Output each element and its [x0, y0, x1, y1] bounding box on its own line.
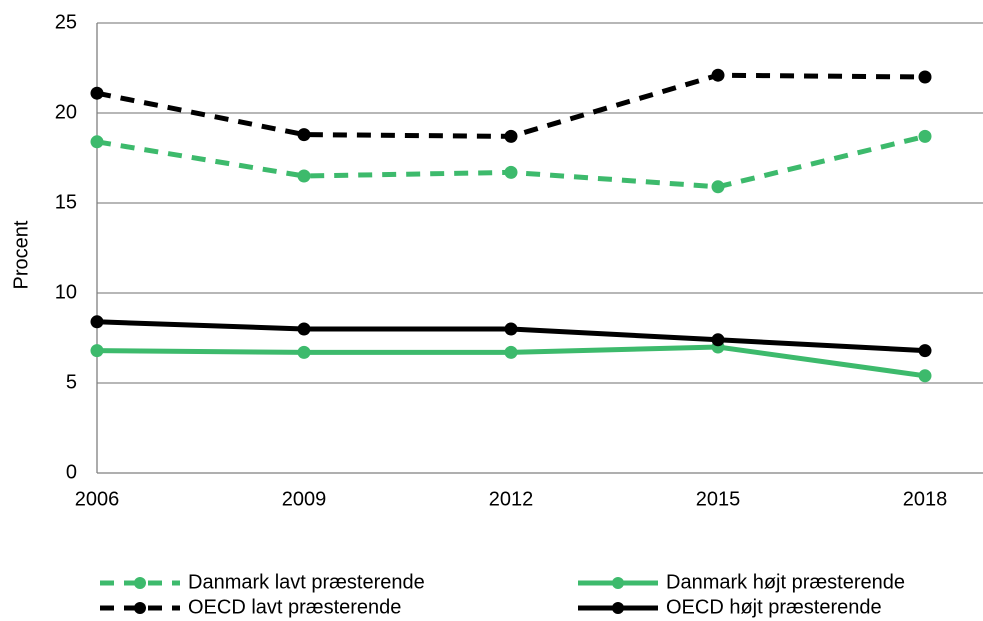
point — [504, 165, 518, 179]
point — [918, 129, 932, 143]
legend-label: OECD højt præsterende — [666, 596, 882, 618]
series-line — [96, 133, 926, 190]
point — [90, 344, 104, 358]
y-tick-label: 20 — [55, 101, 77, 123]
point — [90, 315, 104, 329]
x-tick-label: 2012 — [489, 488, 534, 510]
point — [711, 180, 725, 194]
x-tick-label: 2015 — [696, 488, 741, 510]
legend-marker — [612, 577, 624, 589]
point — [918, 70, 932, 84]
series-line — [96, 72, 926, 139]
y-axis-label: Procent — [10, 220, 32, 289]
point — [297, 128, 311, 142]
point — [297, 169, 311, 183]
point — [504, 322, 518, 336]
point — [504, 129, 518, 143]
x-tick-label: 2018 — [903, 488, 948, 510]
y-tick-label: 5 — [66, 371, 77, 393]
point — [918, 344, 932, 358]
y-tick-label: 0 — [66, 461, 77, 483]
y-tick-label: 25 — [55, 11, 77, 33]
point — [504, 345, 518, 359]
point — [918, 369, 932, 383]
y-tick-label: 10 — [55, 281, 77, 303]
point — [297, 322, 311, 336]
legend-marker — [134, 602, 146, 614]
x-tick-label: 2009 — [282, 488, 327, 510]
point — [297, 345, 311, 359]
y-tick-label: 15 — [55, 191, 77, 213]
legend-label: Danmark lavt præsterende — [188, 571, 425, 593]
x-tick-label: 2006 — [75, 488, 120, 510]
point — [711, 333, 725, 347]
legend-label: Danmark højt præsterende — [666, 571, 905, 593]
legend-label: OECD lavt præsterende — [188, 596, 401, 618]
point — [711, 68, 725, 82]
legend-marker — [612, 602, 624, 614]
point — [90, 86, 104, 100]
legend-marker — [134, 577, 146, 589]
point — [90, 135, 104, 149]
